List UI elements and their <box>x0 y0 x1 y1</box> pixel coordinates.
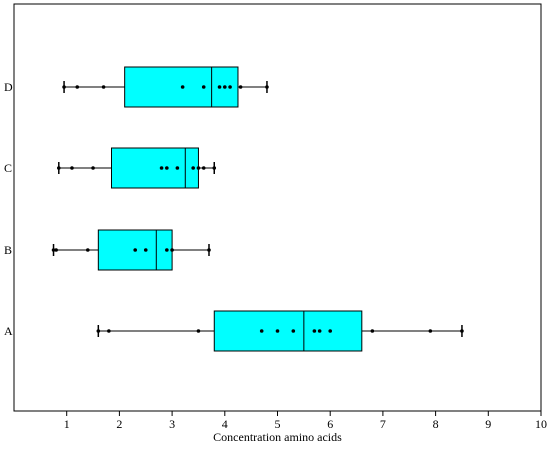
data-point <box>428 329 433 333</box>
data-point <box>201 85 206 89</box>
data-point <box>191 166 195 170</box>
data-point <box>328 329 333 333</box>
data-point <box>259 329 264 333</box>
data-point <box>107 329 111 333</box>
box-group-a <box>96 310 464 352</box>
data-point <box>196 166 201 170</box>
x-tick-label: 9 <box>485 417 491 431</box>
data-point <box>51 248 56 252</box>
data-point <box>170 248 174 252</box>
data-point <box>56 166 61 170</box>
box-group-c <box>56 147 217 189</box>
boxes-layer <box>51 66 464 352</box>
data-point <box>370 329 375 333</box>
x-axis-ticks: 1 2 3 4 5 6 7 8 9 10 <box>64 411 547 431</box>
data-point <box>101 85 106 89</box>
data-point <box>96 329 101 333</box>
category-label: C <box>4 161 12 175</box>
data-point <box>175 166 180 170</box>
category-label: A <box>4 324 13 338</box>
category-label: D <box>4 80 13 94</box>
data-point <box>312 329 317 333</box>
data-point <box>91 166 95 170</box>
data-point <box>75 85 80 89</box>
data-point <box>265 85 269 89</box>
y-axis-categories: D C B A <box>4 80 13 338</box>
data-point <box>201 166 206 170</box>
iqr-box <box>110 147 199 189</box>
data-point <box>275 329 280 333</box>
data-point <box>143 248 148 252</box>
x-tick-label: 2 <box>116 417 122 431</box>
iqr-box <box>213 310 363 352</box>
data-point <box>62 85 66 89</box>
x-tick-label: 4 <box>222 417 228 431</box>
x-tick-label: 8 <box>433 417 439 431</box>
x-tick-label: 3 <box>169 417 175 431</box>
data-point <box>317 329 322 333</box>
x-tick-label: 10 <box>535 417 547 431</box>
data-point <box>70 166 74 170</box>
data-point <box>291 329 296 333</box>
data-point <box>207 248 211 252</box>
data-point <box>212 166 217 170</box>
data-point <box>223 85 227 89</box>
x-tick-label: 7 <box>380 417 386 431</box>
category-label: B <box>4 243 12 257</box>
x-tick-label: 6 <box>327 417 333 431</box>
box-group-b <box>51 229 211 271</box>
data-point <box>159 166 164 170</box>
x-tick-label: 1 <box>64 417 70 431</box>
data-point <box>228 85 232 89</box>
data-point <box>54 248 58 252</box>
data-point <box>85 248 90 252</box>
data-point <box>180 85 185 89</box>
data-point <box>165 166 169 170</box>
box-group-d <box>62 66 269 108</box>
data-point <box>217 85 222 89</box>
data-point <box>133 248 138 252</box>
x-tick-label: 5 <box>275 417 281 431</box>
data-point <box>196 329 201 333</box>
data-point <box>165 248 169 252</box>
x-axis-title: Concentration amino acids <box>213 430 342 444</box>
data-point <box>238 85 243 89</box>
data-point <box>460 329 464 333</box>
